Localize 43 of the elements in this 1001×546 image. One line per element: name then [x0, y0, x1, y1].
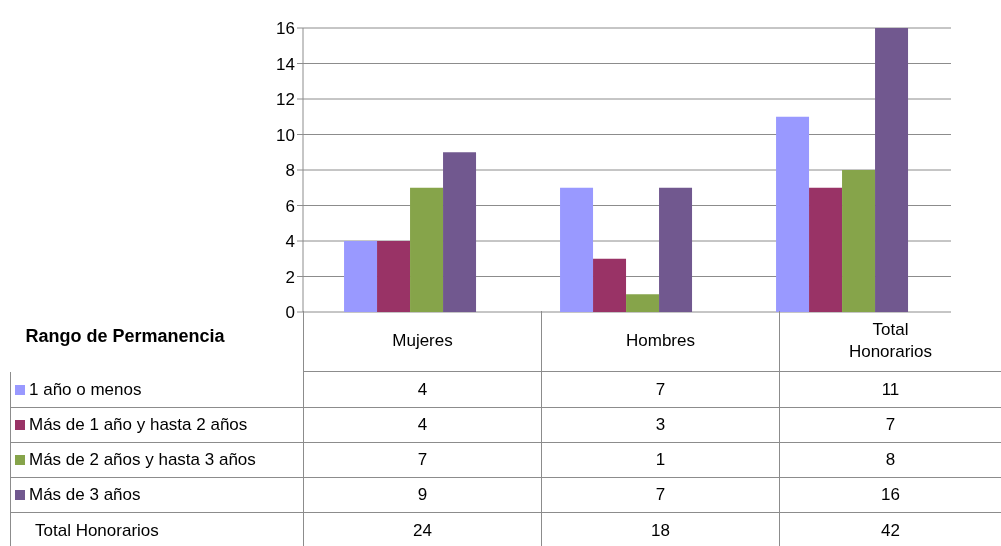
data-label: 9: [303, 478, 541, 513]
data-label: 7: [779, 408, 1001, 443]
legend-label: 1 año o menos: [10, 372, 303, 408]
bar: [809, 187, 843, 312]
data-label: 1: [541, 443, 779, 478]
x-tick-label: Hombres: [541, 311, 779, 372]
y-tick-label: 14: [276, 54, 295, 74]
bar: [875, 28, 909, 312]
text: 24: [303, 513, 541, 546]
legend-label: Más de 1 año y hasta 2 años: [10, 408, 303, 443]
text: 18: [541, 513, 779, 546]
data-label: 7: [541, 372, 779, 408]
y-tick-label: 8: [285, 161, 295, 181]
data-label: 7: [541, 478, 779, 513]
legend-label: Más de 3 años: [10, 478, 303, 513]
y-tick-label: 16: [276, 19, 295, 39]
bar: [593, 258, 627, 312]
text: Total Honorarios: [10, 513, 303, 546]
data-label: 3: [541, 408, 779, 443]
text: 42: [779, 513, 1001, 546]
x-tick-label: Total Honorarios: [779, 311, 1001, 372]
bar: [626, 294, 660, 312]
bar: [659, 187, 693, 312]
y-tick-label: 12: [276, 90, 295, 110]
bar: [842, 170, 876, 312]
data-label: 16: [779, 478, 1001, 513]
bar: [344, 241, 378, 312]
y-tick-label: 2: [285, 267, 295, 287]
y-tick-label: 6: [285, 196, 295, 216]
bar: [410, 187, 444, 312]
bar: [776, 116, 810, 312]
data-label: 8: [779, 443, 1001, 478]
y-tick-label: 10: [276, 125, 295, 145]
bar: [377, 241, 411, 312]
y-tick-label: 4: [285, 232, 295, 252]
x-tick-label: Mujeres: [303, 311, 541, 372]
legend-title: Rango de Permanencia: [24, 325, 226, 348]
bar: [560, 187, 594, 312]
legend-label: Más de 2 años y hasta 3 años: [10, 443, 303, 478]
data-label: 7: [303, 443, 541, 478]
data-label: 11: [779, 372, 1001, 408]
y-tick-label: 0: [285, 303, 295, 323]
bar: [443, 152, 477, 312]
